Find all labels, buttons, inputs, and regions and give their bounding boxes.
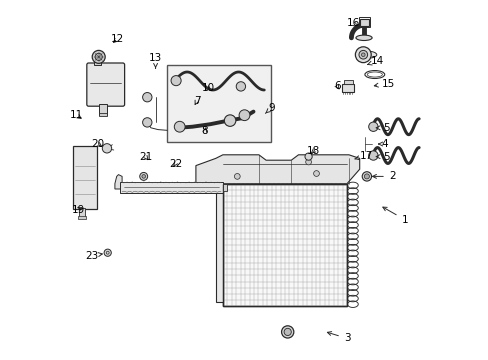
Text: 13: 13 [149, 53, 162, 68]
Circle shape [142, 118, 152, 127]
Bar [359, 19, 368, 26]
Circle shape [234, 174, 240, 179]
Circle shape [368, 122, 377, 131]
Circle shape [358, 50, 367, 59]
Circle shape [174, 121, 185, 132]
Text: 18: 18 [306, 146, 320, 156]
Bar [99, 104, 106, 115]
Circle shape [361, 53, 365, 57]
Bar [223, 184, 346, 306]
Bar [216, 187, 223, 302]
Circle shape [95, 53, 102, 60]
Text: 19: 19 [71, 204, 84, 215]
Polygon shape [196, 155, 359, 184]
Ellipse shape [356, 51, 376, 58]
Text: 5: 5 [375, 152, 389, 162]
Text: 23: 23 [85, 251, 102, 261]
Circle shape [92, 50, 105, 63]
Bar [343, 80, 352, 84]
Text: 22: 22 [168, 159, 182, 169]
Bar [223, 184, 227, 191]
Circle shape [104, 249, 111, 256]
Text: 4: 4 [378, 139, 387, 149]
FancyBboxPatch shape [87, 63, 124, 106]
Bar [341, 84, 354, 92]
Bar [358, 17, 369, 27]
FancyBboxPatch shape [120, 182, 223, 193]
Text: 7: 7 [193, 96, 200, 106]
Bar [78, 216, 86, 219]
Circle shape [142, 93, 152, 102]
Bar [167, 65, 271, 142]
Circle shape [239, 110, 249, 121]
Text: 5: 5 [375, 123, 389, 133]
Text: 20: 20 [91, 139, 104, 149]
Circle shape [236, 82, 245, 91]
Circle shape [140, 172, 147, 180]
Circle shape [171, 76, 181, 86]
Text: 11: 11 [70, 110, 83, 120]
Bar [73, 146, 97, 209]
Circle shape [102, 144, 111, 153]
Ellipse shape [355, 35, 371, 40]
Bar [99, 113, 107, 116]
Text: 16: 16 [346, 18, 360, 28]
Circle shape [284, 328, 291, 336]
Text: 10: 10 [202, 83, 215, 93]
Bar [223, 184, 346, 306]
Text: 8: 8 [201, 126, 208, 136]
Circle shape [355, 47, 370, 63]
Circle shape [224, 115, 235, 126]
Text: 9: 9 [265, 103, 274, 113]
Text: 17: 17 [354, 150, 373, 161]
Text: 3: 3 [327, 332, 350, 343]
Circle shape [362, 172, 371, 181]
Circle shape [142, 175, 145, 178]
Circle shape [305, 159, 311, 165]
Polygon shape [115, 175, 122, 189]
Text: 1: 1 [382, 207, 407, 225]
Circle shape [305, 153, 311, 160]
Circle shape [281, 326, 293, 338]
Circle shape [364, 174, 368, 179]
Circle shape [368, 151, 377, 160]
Text: 12: 12 [111, 33, 124, 44]
Bar [94, 61, 101, 65]
Text: 15: 15 [373, 78, 394, 89]
Bar [79, 208, 85, 218]
Text: 2: 2 [372, 171, 395, 181]
Text: 14: 14 [366, 56, 383, 66]
Text: 6: 6 [333, 81, 340, 91]
Circle shape [313, 171, 319, 176]
Text: 21: 21 [139, 152, 152, 162]
